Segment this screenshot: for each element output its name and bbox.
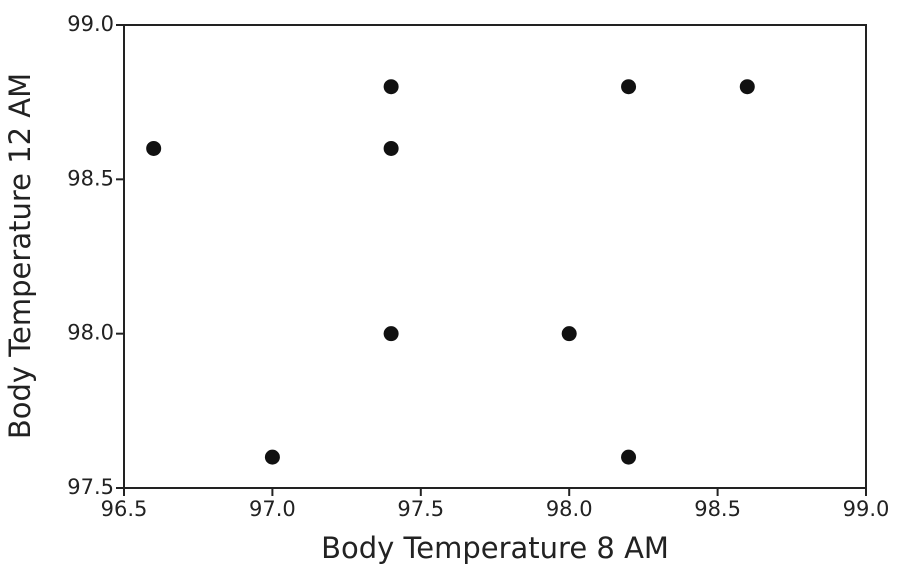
point <box>621 449 637 465</box>
x-tick-label: 96.5 <box>101 497 148 521</box>
x-tick-label: 99.0 <box>843 497 890 521</box>
y-tick-label: 99.0 <box>67 12 114 36</box>
point <box>621 79 637 95</box>
point <box>383 326 399 342</box>
x-tick-label: 98.0 <box>546 497 593 521</box>
x-tick-label: 97.5 <box>397 497 444 521</box>
y-tick-label: 98.5 <box>67 166 114 190</box>
x-tick-label: 97.0 <box>249 497 296 521</box>
plot-frame <box>123 24 867 489</box>
point <box>739 79 755 95</box>
point <box>383 140 399 156</box>
y-axis-title: Body Temperature 12 AM <box>3 73 37 439</box>
y-tick-label: 97.5 <box>67 475 114 499</box>
point <box>383 79 399 95</box>
point <box>146 140 162 156</box>
x-axis-title: Body Temperature 8 AM <box>321 531 669 565</box>
point <box>264 449 280 465</box>
y-tick-label: 98.0 <box>67 321 114 345</box>
x-tick-label: 98.5 <box>694 497 741 521</box>
point <box>561 326 577 342</box>
